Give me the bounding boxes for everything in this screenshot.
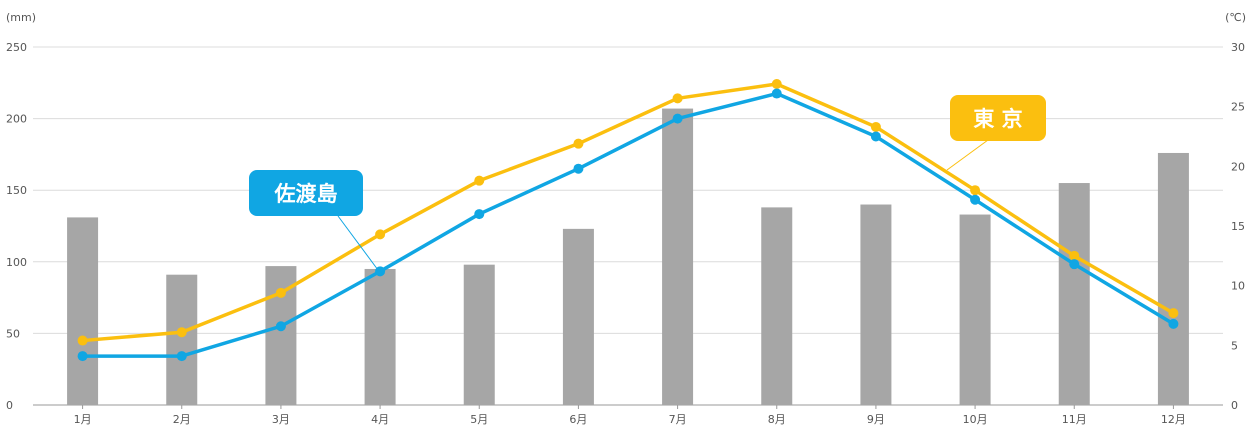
x-tick-label: 8月 xyxy=(768,413,786,426)
sado-temperature-point xyxy=(176,351,187,362)
temperature-lines xyxy=(77,78,1179,362)
sado-temperature-point xyxy=(275,321,286,332)
left-tick-label: 200 xyxy=(6,113,27,126)
x-tick-label: 11月 xyxy=(1062,413,1087,426)
right-tick-label: 25 xyxy=(1231,101,1245,114)
tokyo-temperature-point xyxy=(573,138,584,149)
precipitation-bar xyxy=(562,228,594,405)
right-tick-label: 0 xyxy=(1231,399,1238,412)
tokyo-temperature-point xyxy=(1069,250,1080,261)
x-tick-label: 2月 xyxy=(173,413,191,426)
sado-callout: 佐渡島 xyxy=(249,170,379,271)
x-tick-label: 7月 xyxy=(669,413,687,426)
sado-series-label: 佐渡島 xyxy=(274,182,338,206)
grid xyxy=(33,46,1223,406)
sado-temperature-point xyxy=(970,194,981,205)
precipitation-bar xyxy=(463,264,495,405)
x-tick-label: 10月 xyxy=(963,413,988,426)
precipitation-bars xyxy=(67,108,1189,406)
sado-temperature-point xyxy=(1168,318,1179,329)
sado-temperature-point xyxy=(672,113,683,124)
sado-temperature-point xyxy=(870,131,881,142)
precipitation-bar xyxy=(1058,183,1090,405)
right-tick-label: 15 xyxy=(1231,220,1245,233)
sado-label-box xyxy=(249,170,363,216)
x-tick-label: 6月 xyxy=(569,413,587,426)
precipitation-bar xyxy=(662,108,694,406)
left-tick-label: 100 xyxy=(6,256,27,269)
x-tick-label: 9月 xyxy=(867,413,885,426)
x-tick-label: 5月 xyxy=(470,413,488,426)
tokyo-temperature-point xyxy=(970,185,981,196)
right-tick-label: 5 xyxy=(1231,339,1238,352)
tokyo-temperature-point xyxy=(77,335,88,346)
tokyo-temperature-point xyxy=(870,121,881,132)
tokyo-label-box xyxy=(950,95,1046,141)
sado-temperature-point xyxy=(1069,259,1080,270)
series-labels: 東 京 佐渡島 xyxy=(249,95,1046,271)
tokyo-callout: 東 京 xyxy=(946,95,1046,171)
sado-callout-leader xyxy=(337,215,379,271)
precipitation-bar xyxy=(364,268,396,405)
tokyo-temperature-point xyxy=(771,78,782,89)
tokyo-temperature-point xyxy=(672,93,683,104)
precipitation-bar xyxy=(959,214,991,405)
left-tick-label: 250 xyxy=(6,41,27,54)
tokyo-temperature-point xyxy=(474,175,485,186)
tokyo-temperature-line xyxy=(80,82,1176,343)
tokyo-series-label: 東 京 xyxy=(973,107,1022,131)
sado-temperature-point xyxy=(77,351,88,362)
right-tick-label: 20 xyxy=(1231,160,1245,173)
precipitation-bar xyxy=(1157,152,1189,405)
right-tick-label: 10 xyxy=(1231,280,1245,293)
left-tick-label: 150 xyxy=(6,184,27,197)
precipitation-bar xyxy=(67,217,99,405)
x-tick-label: 3月 xyxy=(272,413,290,426)
tokyo-callout-leader xyxy=(946,139,989,171)
precipitation-bar xyxy=(166,274,198,405)
sado-temperature-point xyxy=(771,88,782,99)
x-tick-label: 1月 xyxy=(74,413,92,426)
precipitation-bar xyxy=(860,204,892,405)
sado-temperature-point xyxy=(474,209,485,220)
left-tick-label: 0 xyxy=(6,399,13,412)
right-tick-label: 30 xyxy=(1231,41,1245,54)
precipitation-bar xyxy=(761,207,793,405)
left-axis-unit: (mm) xyxy=(6,11,36,24)
x-tick-label: 4月 xyxy=(371,413,389,426)
tokyo-temperature-point xyxy=(275,287,286,298)
tokyo-temperature-point xyxy=(176,327,187,338)
tokyo-temperature-point xyxy=(1168,308,1179,319)
tokyo-temperature-point xyxy=(375,229,386,240)
sado-temperature-line xyxy=(80,91,1176,358)
right-axis-unit: (℃) xyxy=(1225,11,1246,24)
axes: (mm) (℃) 0 50 100 150 200 250 0 5 10 15 20 25 30 1月 2月… xyxy=(6,11,1246,426)
sado-temperature-point xyxy=(573,163,584,174)
left-tick-label: 50 xyxy=(6,327,20,340)
x-tick-label: 12月 xyxy=(1161,413,1186,426)
